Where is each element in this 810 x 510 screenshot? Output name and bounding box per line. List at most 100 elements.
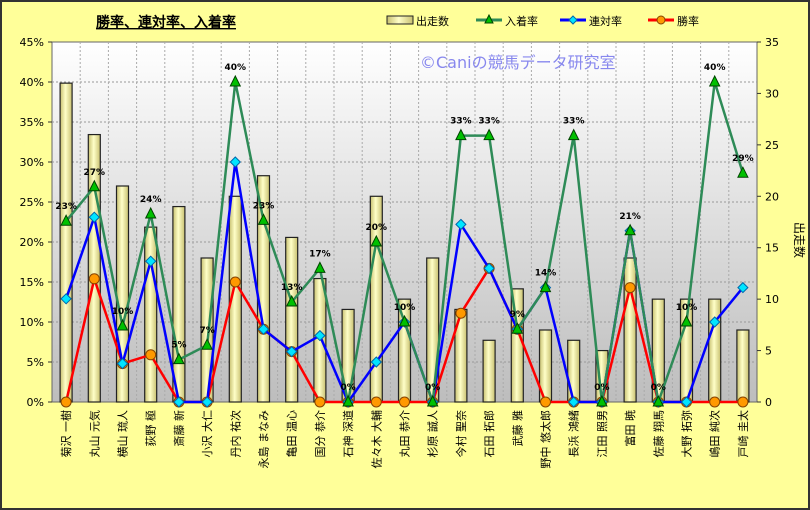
legend: 出走数 入着率 連対率 勝率	[386, 13, 699, 28]
point-win-rate	[88, 273, 100, 285]
point-quinella-rate	[314, 329, 326, 342]
y-tick-label-right: 5	[765, 345, 772, 358]
x-tick-label: 国分 恭介	[314, 410, 327, 458]
x-tick-label: 佐々木 大輔	[369, 410, 383, 469]
y-tick-label-left: 45%	[20, 36, 44, 49]
point-quinella-rate	[483, 262, 495, 275]
point-place-rate	[426, 394, 439, 407]
bar-starts	[172, 205, 186, 403]
point-quinella-rate	[737, 281, 749, 294]
point-place-rate	[680, 314, 693, 327]
y-tick-label-left: 20%	[20, 236, 44, 249]
point-win-rate	[709, 396, 721, 408]
data-label: 33%	[450, 117, 472, 127]
data-label: 21%	[619, 212, 641, 222]
data-label: 0%	[425, 383, 440, 393]
legend-label: 出走数	[416, 14, 449, 28]
point-quinella-rate	[116, 357, 129, 370]
bar-starts	[144, 226, 158, 403]
point-place-rate	[567, 128, 580, 141]
point-quinella-rate	[60, 293, 72, 305]
x-tick-label: 石田 拓郎	[482, 410, 496, 458]
data-label: 27%	[84, 168, 106, 178]
point-place-rate	[144, 206, 157, 219]
point-win-rate	[229, 276, 241, 288]
point-place-rate	[708, 74, 721, 87]
bar-starts	[115, 185, 130, 403]
y-tick-label-left: 25%	[20, 196, 44, 209]
x-tick-label: 武藤 雅	[510, 410, 524, 447]
x-tick-label: 野中 悠太郎	[539, 410, 553, 469]
data-label: 40%	[225, 63, 247, 73]
right-axis-label: 出走数	[792, 222, 807, 258]
x-tick-label: 江田 照男	[596, 410, 609, 458]
bar-starts	[708, 298, 722, 403]
data-label: 5%	[171, 341, 186, 351]
data-label: 40%	[704, 63, 726, 73]
data-label: 0%	[340, 383, 355, 393]
legend-swatch-starts	[386, 15, 414, 25]
y-tick-label-right: 15	[765, 242, 779, 255]
point-place-rate	[624, 223, 636, 236]
y-tick-label-left: 0%	[27, 396, 44, 409]
x-tick-label: 大野 拓弥	[680, 410, 694, 458]
x-tick-label: 永島 まなみ	[257, 410, 271, 469]
point-place-rate	[370, 234, 383, 247]
point-win-rate	[145, 349, 157, 361]
point-win-rate	[737, 396, 749, 408]
y-tick-label-right: 25	[765, 139, 779, 152]
x-tick-label: 長浜 鴻緒	[567, 410, 581, 458]
x-tick-label: 富田 暁	[623, 410, 637, 447]
data-label: 20%	[366, 223, 388, 233]
point-quinella-rate	[173, 396, 185, 408]
point-win-rate	[624, 282, 636, 294]
point-place-rate	[455, 128, 467, 141]
legend-marker	[484, 13, 494, 24]
point-place-rate	[257, 213, 270, 225]
point-win-rate	[370, 396, 382, 408]
point-quinella-rate	[370, 356, 383, 368]
legend-label: 入着率	[505, 14, 538, 28]
point-quinella-rate	[567, 396, 580, 408]
bar-starts	[736, 329, 750, 403]
point-quinella-rate	[201, 396, 213, 408]
point-place-rate	[201, 338, 213, 350]
x-tick-label: 横山 琉人	[116, 410, 130, 458]
x-tick-label: 亀田 温心	[285, 410, 299, 458]
bar-starts	[567, 339, 581, 403]
point-place-rate	[398, 314, 411, 327]
x-tick-label: 嶋田 純次	[708, 410, 722, 458]
point-place-rate	[737, 166, 749, 178]
data-label: 10%	[112, 307, 134, 317]
x-tick-label: 菊沢 一樹	[59, 410, 73, 458]
point-place-rate	[596, 394, 608, 407]
point-place-rate	[539, 280, 552, 293]
bar-starts	[397, 298, 412, 403]
chart-title: 勝率、連対率、入着率	[96, 14, 236, 31]
data-label: 7%	[199, 326, 214, 336]
bar-starts	[623, 257, 637, 403]
point-place-rate	[285, 294, 298, 307]
y-tick-label-left: 15%	[20, 276, 44, 289]
y-tick-label-left: 5%	[27, 356, 44, 369]
point-win-rate	[399, 396, 410, 408]
y-tick-label-right: 20	[765, 190, 779, 203]
x-tick-label: 荻野 極	[144, 410, 158, 447]
bar-starts	[285, 236, 299, 403]
watermark: ©Caniの競馬データ研究室	[420, 53, 616, 72]
point-place-rate	[652, 394, 665, 407]
x-tick-label: 杉原 誠人	[426, 410, 440, 458]
data-label: 0%	[651, 383, 666, 393]
point-quinella-rate	[680, 396, 693, 408]
y-tick-label-left: 40%	[20, 76, 44, 89]
data-label: 23%	[55, 202, 77, 212]
point-quinella-rate	[285, 345, 298, 358]
point-place-rate	[511, 322, 524, 334]
bar-starts	[228, 195, 242, 403]
data-label: 13%	[281, 283, 303, 293]
x-tick-label: 佐藤 翔馬	[651, 410, 665, 458]
point-win-rate	[455, 307, 467, 319]
point-place-rate	[88, 179, 101, 192]
x-tick-label: 戸崎 圭太	[736, 410, 750, 458]
